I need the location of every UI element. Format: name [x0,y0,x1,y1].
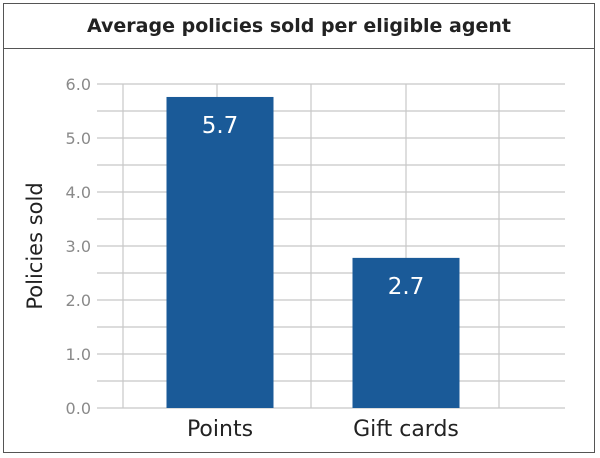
data-label: 2.7 [388,274,425,300]
y-axis-label: Policies sold [23,182,47,309]
y-tick-label: 2.0 [66,291,91,310]
x-tick-label: Points [187,417,253,442]
data-label: 5.7 [202,113,239,139]
y-tick-label: 5.0 [66,129,91,148]
x-tick-label: Gift cards [353,417,459,442]
y-tick-label: 4.0 [66,183,91,202]
y-tick-label: 6.0 [66,75,91,94]
y-tick-label: 3.0 [66,237,91,256]
bar-points [166,96,274,409]
chart-frame [3,3,595,453]
bar-gift-cards [352,257,460,408]
chart-title: Average policies sold per eligible agent [3,3,595,49]
y-tick-label: 0.0 [66,399,91,418]
y-tick-label: 1.0 [66,345,91,364]
